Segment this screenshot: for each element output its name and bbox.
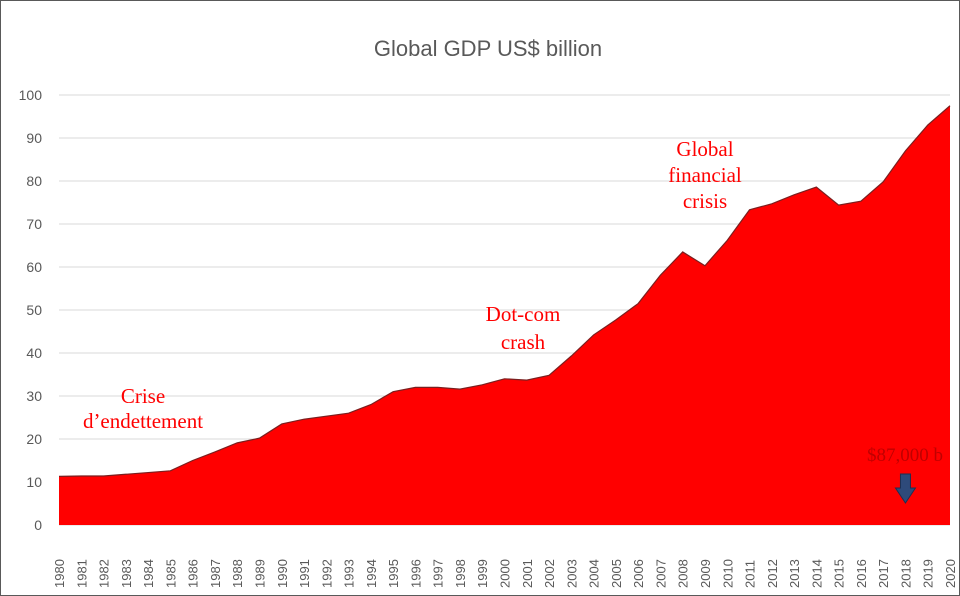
y-tick-label: 0 [34,517,42,533]
x-tick-label: 1991 [297,559,312,588]
x-tick-label: 2011 [743,560,758,588]
x-tick-label: 2003 [564,559,579,588]
y-tick-label: 100 [19,87,43,103]
x-tick-label: 2020 [943,559,958,588]
y-tick-label: 90 [26,130,42,146]
y-tick-label: 10 [26,474,42,490]
x-axis-ticks: 1980 1981 1982 1983 1984 1985 1986 1987 1988 1989… [52,559,958,588]
x-tick-label: 1987 [208,559,223,588]
x-tick-label: 1984 [141,559,156,588]
annotation-2: Dot-com crash [486,302,561,354]
annotations: Crise d’endettement Dot-com crash Global fina… [83,137,943,504]
x-tick-label: 2018 [898,559,913,588]
x-tick-label: 1998 [453,559,468,588]
x-tick-label: 2014 [809,559,824,588]
x-tick-label: 1982 [97,559,112,588]
x-tick-label: 1986 [186,559,201,588]
x-tick-label: 1988 [230,559,245,588]
x-tick-label: 2019 [921,559,936,588]
x-tick-label: 1992 [319,559,334,588]
x-tick-label: 2016 [854,559,869,588]
x-tick-label: 2000 [498,559,513,588]
x-tick-label: 1995 [386,559,401,588]
y-tick-label: 60 [26,259,42,275]
x-tick-label: 1989 [252,559,267,588]
annotation-1: Crise d’endettement [83,384,203,433]
y-tick-label: 50 [26,302,42,318]
x-tick-label: 1994 [364,559,379,588]
gdp-area-edge [58,105,951,478]
x-tick-label: 2001 [520,559,535,588]
y-axis-ticks: 0 10 20 30 40 50 60 70 80 90 100 [19,87,43,533]
x-tick-label: 1993 [342,559,357,588]
y-tick-label: 80 [26,173,42,189]
x-tick-label: 1983 [119,559,134,588]
area-series [58,105,951,525]
annotation-3: Global financial crisis [668,137,742,213]
x-tick-label: 2006 [631,559,646,588]
x-tick-label: 2009 [698,559,713,588]
y-tick-label: 20 [26,431,42,447]
y-tick-label: 70 [26,216,42,232]
chart-title: Global GDP US$ billion [374,36,602,61]
x-tick-label: 1990 [275,559,290,588]
gdp-area [59,105,950,525]
x-tick-label: 1999 [475,559,490,588]
x-tick-label: 2010 [720,559,735,588]
annotation-4: $87,000 b [867,445,943,466]
x-tick-label: 2017 [876,559,891,588]
x-tick-label: 2008 [676,559,691,588]
x-tick-label: 1980 [52,559,67,588]
y-tick-label: 30 [26,388,42,404]
x-tick-label: 1981 [74,559,89,588]
x-tick-label: 2012 [765,559,780,588]
x-tick-label: 1996 [408,559,423,588]
down-arrow-icon [894,473,917,504]
x-tick-label: 2007 [653,559,668,588]
x-tick-label: 2002 [542,559,557,588]
x-tick-label: 2005 [609,559,624,588]
x-tick-label: 2013 [787,559,802,588]
x-tick-label: 1997 [431,559,446,588]
x-tick-label: 2015 [832,559,847,588]
y-tick-label: 40 [26,345,42,361]
x-tick-label: 2004 [587,559,602,588]
x-tick-label: 1985 [163,559,178,588]
